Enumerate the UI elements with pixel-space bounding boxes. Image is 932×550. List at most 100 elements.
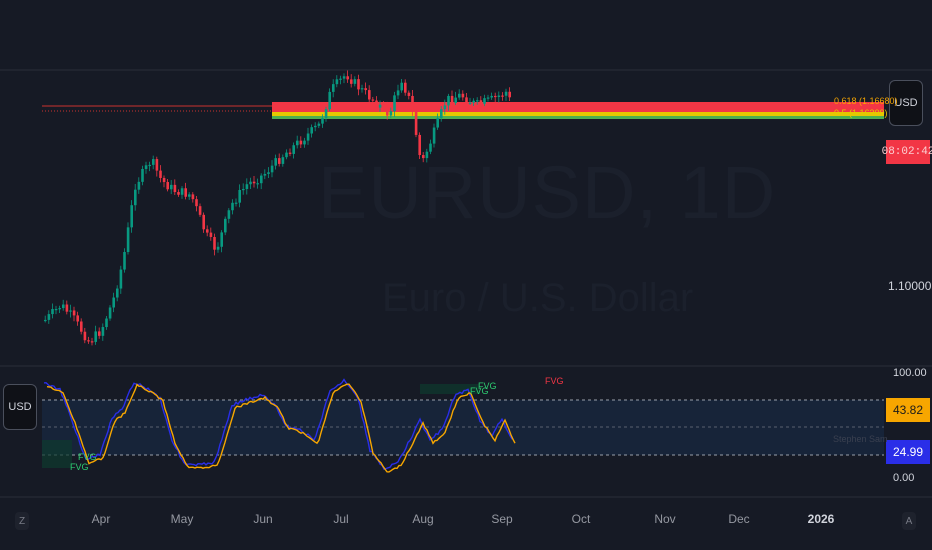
candle-body xyxy=(288,152,292,154)
fvg-box-bottom xyxy=(42,440,72,468)
candle-body xyxy=(177,192,180,195)
indicator-axis-top: 100.00 xyxy=(893,367,927,379)
candle-body xyxy=(310,127,313,134)
candle-body xyxy=(87,340,90,342)
candle-body xyxy=(105,318,108,328)
candle-body xyxy=(166,182,169,190)
candle-body xyxy=(299,140,303,145)
candle-body xyxy=(209,232,213,237)
candle-body xyxy=(414,110,418,135)
candle-body xyxy=(184,188,187,197)
candle-body xyxy=(44,319,47,322)
candle-body xyxy=(155,159,159,171)
candle-body xyxy=(278,158,281,164)
fib-band-red xyxy=(272,102,884,112)
candle-body xyxy=(126,227,130,253)
indicator-pane xyxy=(42,378,884,473)
stoch-k-line xyxy=(43,378,513,471)
candle-body xyxy=(321,118,324,124)
candle-body xyxy=(371,99,375,101)
candle-body xyxy=(429,143,432,152)
candle-body xyxy=(472,100,475,103)
candle-body xyxy=(152,159,155,165)
candle-body xyxy=(238,190,241,203)
candle-body xyxy=(130,205,133,228)
time-label-dec: Dec xyxy=(728,512,750,526)
currency-button[interactable]: USD xyxy=(889,80,923,126)
candle-body xyxy=(486,97,490,99)
candle-body xyxy=(116,288,119,298)
candle-body xyxy=(364,88,367,91)
candle-body xyxy=(170,184,173,190)
candle-body xyxy=(425,151,429,159)
candle-body xyxy=(497,95,501,97)
candle-body xyxy=(468,102,472,104)
candle-body xyxy=(98,331,101,336)
candle-body xyxy=(180,188,184,195)
fvg-label-green-4: FVG xyxy=(78,452,97,462)
candle-body xyxy=(108,307,112,319)
candle-body xyxy=(119,269,123,289)
candle-body xyxy=(400,82,403,91)
candle-body xyxy=(389,111,393,116)
indicator-currency-button[interactable]: USD xyxy=(3,384,37,430)
candle-body xyxy=(292,145,295,154)
auto-scale-button[interactable]: A xyxy=(902,512,916,530)
candle-body xyxy=(249,181,252,185)
indicator-axis-bottom: 0.00 xyxy=(893,472,915,484)
candle-body xyxy=(461,93,465,98)
candle-body xyxy=(252,181,256,184)
candle-body xyxy=(256,183,259,185)
candle-body xyxy=(360,88,364,90)
candle-body xyxy=(479,100,483,104)
candle-body xyxy=(260,175,263,184)
candle-body xyxy=(436,117,439,128)
candle-body xyxy=(432,127,436,144)
timezone-button[interactable]: Z xyxy=(15,512,29,530)
candle-body xyxy=(281,157,285,164)
candle-body xyxy=(378,104,382,108)
candle-body xyxy=(332,84,335,92)
candle-body xyxy=(220,232,223,247)
candle-body xyxy=(328,91,331,110)
blue-value-tag: 24.99 xyxy=(886,440,930,464)
candle-body xyxy=(62,304,65,309)
candle-body xyxy=(206,229,209,233)
candle-body xyxy=(490,95,493,98)
time-label-aug: Aug xyxy=(412,512,434,526)
fib-band-green xyxy=(272,116,884,119)
candle-body xyxy=(335,79,339,85)
candle-body xyxy=(123,252,126,270)
candle-body xyxy=(386,105,389,116)
candle-body xyxy=(83,331,87,341)
candle-body xyxy=(458,93,461,98)
candle-body xyxy=(94,331,97,342)
candle-body xyxy=(270,165,274,173)
candle-body xyxy=(454,97,457,104)
time-label-oct: Oct xyxy=(571,512,591,526)
candle-body xyxy=(195,199,198,207)
candle-body xyxy=(447,95,450,106)
candle-body xyxy=(188,194,191,197)
candle-body xyxy=(350,79,353,84)
candle-body xyxy=(411,95,414,111)
candle-body xyxy=(242,188,245,191)
candle-body xyxy=(494,95,497,98)
candle-body xyxy=(198,206,202,215)
candle-body xyxy=(353,79,357,84)
candle-body xyxy=(224,218,227,233)
candle-body xyxy=(346,76,349,80)
time-label-nov: Nov xyxy=(654,512,676,526)
candle-body xyxy=(396,90,400,96)
candle-body xyxy=(443,105,447,110)
candle-body xyxy=(476,100,479,102)
fib-level-label-1: 0.618 (1.16680) xyxy=(834,96,898,106)
time-label-jun: Jun xyxy=(253,512,273,526)
candle-body xyxy=(162,177,166,183)
candle-body xyxy=(173,184,177,193)
countdown-badge: 08:02:42 xyxy=(882,140,932,164)
candle-body xyxy=(54,308,58,311)
candle-body xyxy=(303,140,306,145)
fib-levels[interactable] xyxy=(42,102,884,119)
